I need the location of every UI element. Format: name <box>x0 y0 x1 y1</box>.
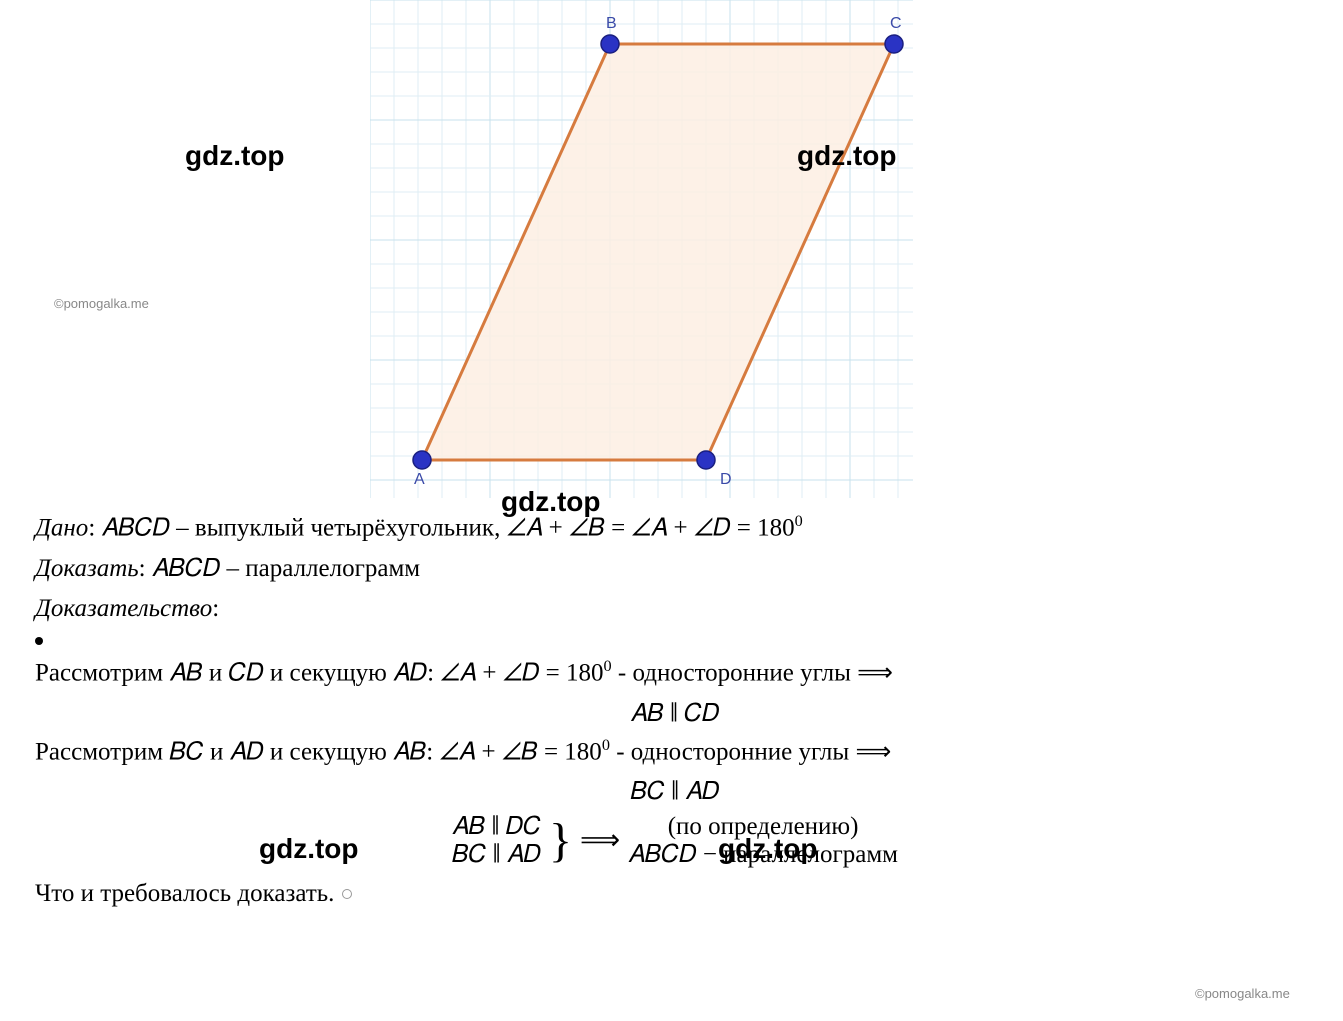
step2-b: - односторонние углы ⟹ <box>610 738 891 765</box>
step2-a: Рассмотрим 𝐵𝐶 и 𝐴𝐷 и секущую 𝐴𝐵: ∠𝐴 + ∠𝐵… <box>35 738 602 765</box>
proof-text: Дано: 𝐴𝐵𝐶𝐷 – выпуклый четырёхугольник, ∠… <box>35 510 1315 912</box>
watermark-gdz-2: gdz.top <box>797 140 897 172</box>
by-definition: (по определению) <box>668 813 859 842</box>
qed-line: Что и требовалось доказать. <box>35 876 1315 912</box>
implies-arrow-icon: ⟹ <box>580 821 620 862</box>
given-line: Дано: 𝐴𝐵𝐶𝐷 – выпуклый четырёхугольник, ∠… <box>35 510 1315 547</box>
svg-text:C: C <box>890 15 902 32</box>
svg-text:D: D <box>720 471 732 488</box>
watermark-pomogalka-2: ©pomogalka.me <box>1195 986 1290 1001</box>
proof-colon: : <box>212 595 219 622</box>
conclusion: 𝐴𝐵𝐶𝐷 − параллелограмм <box>628 841 898 870</box>
qed-text: Что и требовалось доказать. <box>35 876 334 912</box>
proof-label: Доказательство <box>35 595 212 622</box>
parallel1: 𝐴𝐵 ∥ 𝐶𝐷 <box>35 696 1315 732</box>
brace-left-1: 𝐴𝐵 ∥ 𝐷𝐶 <box>452 813 541 842</box>
given-body: : 𝐴𝐵𝐶𝐷 – выпуклый четырёхугольник, ∠𝐴 + … <box>88 514 794 541</box>
brace-block: 𝐴𝐵 ∥ 𝐷𝐶 𝐵𝐶 ∥ 𝐴𝐷 } ⟹ (по определению) 𝐴𝐵𝐶… <box>35 813 1315 871</box>
prove-body: : 𝐴𝐵𝐶𝐷 – параллелограмм <box>139 555 420 582</box>
qed-circle-icon <box>342 889 352 899</box>
step1-a: Рассмотрим 𝐴𝐵 и 𝐶𝐷 и секущую 𝐴𝐷: ∠𝐴 + ∠𝐷… <box>35 659 604 686</box>
prove-line: Доказать: 𝐴𝐵𝐶𝐷 – параллелограмм <box>35 551 1315 587</box>
brace-right-column: (по определению) 𝐴𝐵𝐶𝐷 − параллелограмм <box>628 813 898 871</box>
right-brace-icon: } <box>549 821 572 862</box>
svg-text:B: B <box>606 15 617 32</box>
diagram: A B C D <box>370 0 913 498</box>
brace-left-2: 𝐵𝐶 ∥ 𝐴𝐷 <box>452 841 541 870</box>
step2-line: Рассмотрим 𝐵𝐶 и 𝐴𝐷 и секущую 𝐴𝐵: ∠𝐴 + ∠𝐵… <box>35 734 1315 771</box>
proof-label-line: Доказательство: <box>35 591 1315 627</box>
watermark-gdz-1: gdz.top <box>185 140 285 172</box>
sup-degree-3: 0 <box>602 736 610 754</box>
given-label: Дано <box>35 514 88 541</box>
bullet-icon <box>35 637 43 645</box>
svg-text:A: A <box>414 471 425 488</box>
parallel2: 𝐵𝐶 ∥ 𝐴𝐷 <box>35 774 1315 810</box>
sup-degree-1: 0 <box>795 512 803 530</box>
step1-b: - односторонние углы ⟹ <box>612 659 893 686</box>
watermark-pomogalka-1: ©pomogalka.me <box>54 296 149 311</box>
step1-line: Рассмотрим 𝐴𝐵 и 𝐶𝐷 и секущую 𝐴𝐷: ∠𝐴 + ∠𝐷… <box>35 655 1315 692</box>
sup-degree-2: 0 <box>604 657 612 675</box>
parallelogram-svg: A B C D <box>370 0 913 498</box>
brace-left-column: 𝐴𝐵 ∥ 𝐷𝐶 𝐵𝐶 ∥ 𝐴𝐷 <box>452 813 541 871</box>
prove-label: Доказать <box>35 555 139 582</box>
